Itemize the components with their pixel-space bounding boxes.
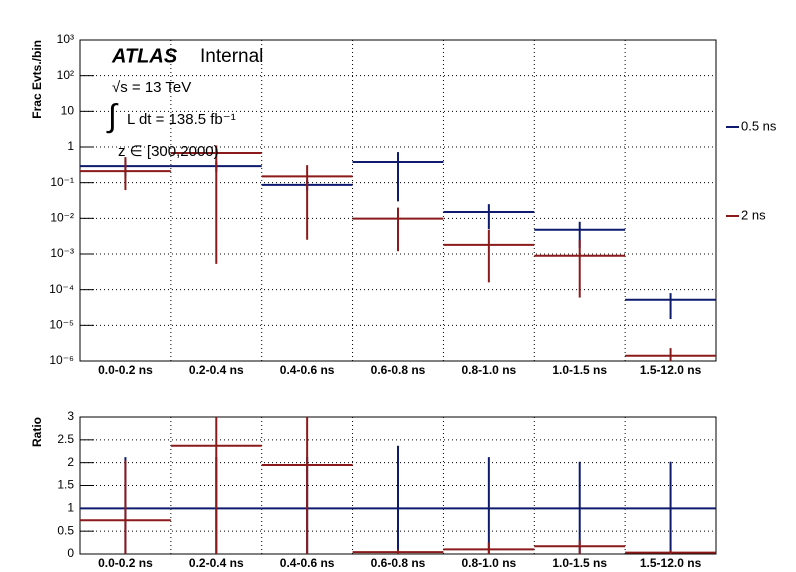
x-tick-label: 1.0-1.5 ns xyxy=(552,363,607,377)
annotation: √s = 13 TeV xyxy=(112,79,191,96)
x-tick-label: 0.0-0.2 ns xyxy=(98,363,153,377)
x-tick-label: 0.0-0.2 ns xyxy=(98,556,153,570)
x-tick-label: 0.4-0.6 ns xyxy=(280,363,335,377)
y-axis-label: Frac Evts./bin xyxy=(30,40,44,119)
y-tick-label: 1 xyxy=(67,139,74,153)
annotation: ∫ xyxy=(106,97,119,133)
y-tick-label: 10⁻² xyxy=(50,211,74,225)
y-axis-label: Ratio xyxy=(30,417,44,447)
x-tick-label: 0.6-0.8 ns xyxy=(371,363,426,377)
x-tick-label: 0.8-1.0 ns xyxy=(462,556,517,570)
y-tick-label: 0 xyxy=(67,546,74,560)
annotation: Internal xyxy=(200,46,263,67)
annotation: ATLAS xyxy=(111,45,178,67)
y-tick-label: 1 xyxy=(67,501,74,515)
plot-frame xyxy=(79,39,717,362)
x-tick-label: 1.5-12.0 ns xyxy=(640,556,702,570)
y-tick-label: 10⁻⁴ xyxy=(49,282,74,296)
legend-label: 0.5 ns xyxy=(741,118,777,133)
y-tick-label: 10 xyxy=(61,104,75,118)
x-tick-label: 0.8-1.0 ns xyxy=(462,363,517,377)
y-tick-label: 0.5 xyxy=(57,523,74,537)
x-tick-label: 0.6-0.8 ns xyxy=(371,556,426,570)
y-tick-label: 2 xyxy=(67,455,74,469)
y-tick-label: 10² xyxy=(57,68,74,82)
annotation: z ∈ [300,2000) xyxy=(118,143,219,160)
y-tick-label: 3 xyxy=(67,409,74,423)
y-tick-label: 10⁻¹ xyxy=(50,175,74,189)
x-tick-label: 1.5-12.0 ns xyxy=(640,363,702,377)
y-tick-label: 10⁻³ xyxy=(50,246,74,260)
series-group xyxy=(80,145,716,361)
x-tick-label: 1.0-1.5 ns xyxy=(552,556,607,570)
y-tick-label: 10³ xyxy=(57,32,74,46)
legend-label: 2 ns xyxy=(741,207,766,222)
y-tick-label: 2.5 xyxy=(57,432,74,446)
x-tick-label: 0.2-0.4 ns xyxy=(189,556,244,570)
series-group xyxy=(80,417,716,554)
annotation: L dt = 138.5 fb⁻¹ xyxy=(127,111,236,128)
x-tick-label: 0.4-0.6 ns xyxy=(280,556,335,570)
y-tick-label: 10⁻⁶ xyxy=(49,353,74,367)
x-tick-label: 0.2-0.4 ns xyxy=(189,363,244,377)
y-tick-label: 10⁻⁵ xyxy=(49,318,74,332)
y-tick-label: 1.5 xyxy=(57,478,74,492)
